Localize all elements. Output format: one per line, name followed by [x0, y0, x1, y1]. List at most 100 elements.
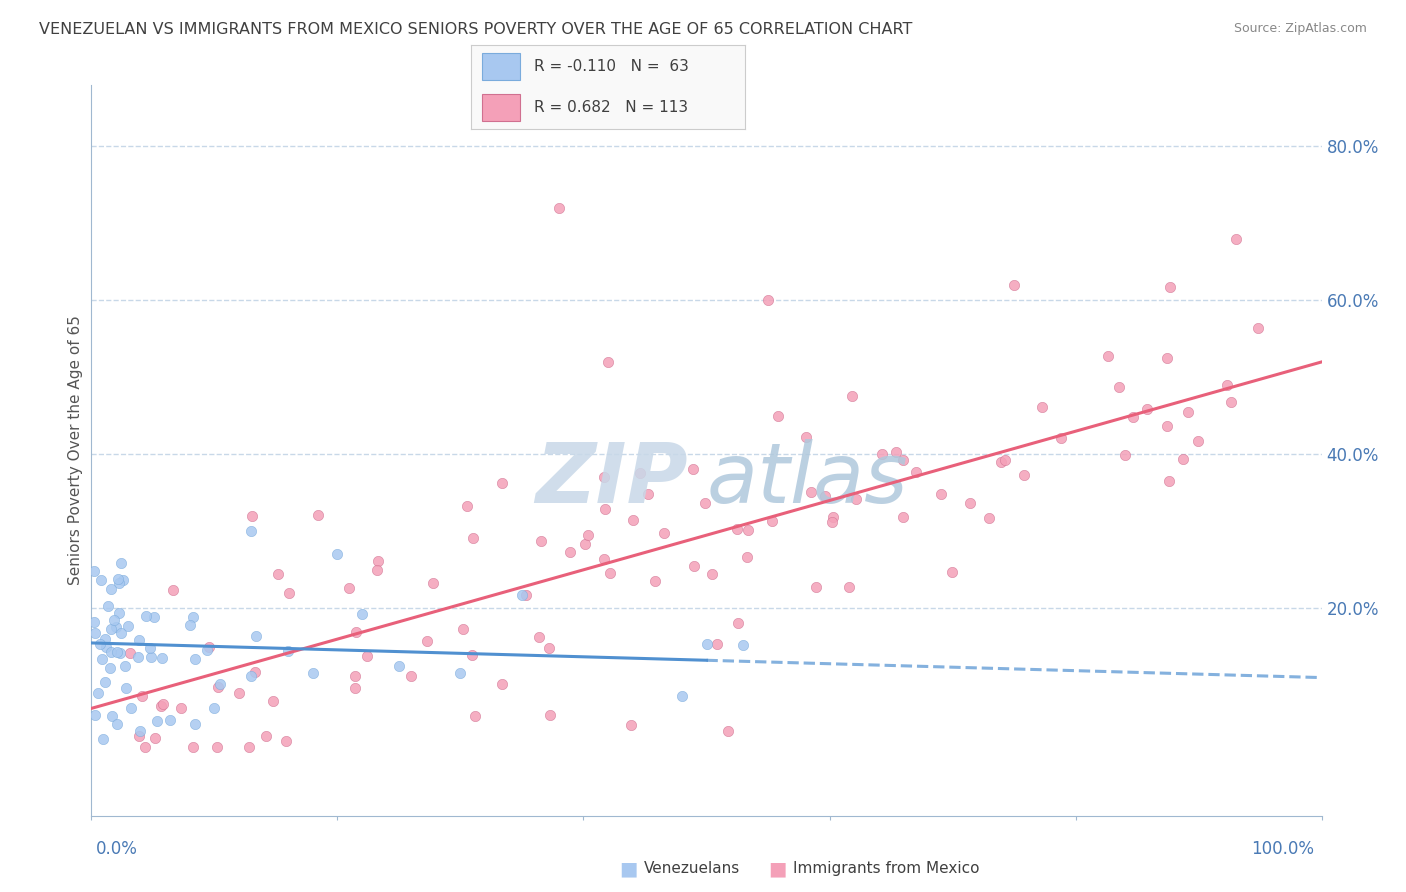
- Point: [706, 637, 728, 651]
- Point: [1002, 277, 1025, 292]
- Point: [838, 580, 860, 594]
- Point: [117, 619, 139, 633]
- Point: [183, 610, 205, 624]
- Point: [388, 659, 411, 673]
- Point: [143, 731, 166, 746]
- Point: [884, 444, 907, 458]
- Point: [134, 739, 156, 754]
- Point: [620, 718, 643, 732]
- Point: [245, 629, 267, 643]
- Point: [990, 455, 1012, 469]
- Point: [135, 609, 157, 624]
- Point: [205, 739, 228, 754]
- Point: [1220, 394, 1243, 409]
- Point: [794, 430, 817, 444]
- Point: [152, 698, 174, 712]
- Point: [538, 708, 561, 723]
- Point: [103, 613, 125, 627]
- Point: [228, 686, 250, 700]
- Point: [267, 567, 290, 582]
- Point: [150, 698, 173, 713]
- Point: [366, 564, 388, 578]
- Point: [416, 633, 439, 648]
- Point: [207, 681, 229, 695]
- Point: [806, 580, 828, 594]
- Point: [461, 531, 484, 545]
- Point: [352, 607, 374, 621]
- Point: [343, 681, 366, 695]
- Point: [637, 486, 659, 500]
- Point: [530, 533, 553, 548]
- Point: [141, 649, 163, 664]
- Point: [277, 644, 299, 658]
- Point: [100, 645, 122, 659]
- Text: Venezuelans: Venezuelans: [644, 862, 740, 876]
- Point: [240, 524, 263, 539]
- Point: [94, 640, 117, 655]
- Point: [814, 489, 837, 503]
- Point: [344, 624, 367, 639]
- Point: [262, 694, 284, 708]
- Point: [181, 739, 204, 754]
- Point: [929, 487, 952, 501]
- Point: [98, 661, 121, 675]
- Point: [100, 623, 122, 637]
- Point: [682, 461, 704, 475]
- Point: [537, 641, 560, 656]
- Point: [112, 574, 135, 588]
- Point: [761, 514, 783, 528]
- Point: [110, 646, 132, 660]
- Point: [491, 676, 513, 690]
- Point: [560, 545, 582, 559]
- Point: [727, 616, 749, 631]
- Point: [254, 730, 277, 744]
- Point: [891, 453, 914, 467]
- Point: [89, 637, 111, 651]
- Point: [150, 651, 173, 665]
- Point: [451, 622, 474, 636]
- Point: [94, 675, 117, 690]
- Point: [240, 508, 263, 523]
- Point: [422, 575, 444, 590]
- Point: [628, 466, 651, 480]
- Point: [86, 686, 108, 700]
- Point: [1122, 410, 1144, 425]
- Text: Immigrants from Mexico: Immigrants from Mexico: [793, 862, 980, 876]
- Point: [717, 724, 740, 739]
- Point: [105, 620, 128, 634]
- Point: [644, 574, 666, 588]
- Point: [128, 632, 150, 647]
- Point: [339, 581, 361, 595]
- Point: [574, 537, 596, 551]
- Bar: [482, 94, 520, 120]
- Point: [83, 708, 105, 723]
- Point: [238, 739, 260, 754]
- Point: [240, 669, 263, 683]
- Point: [1014, 468, 1036, 483]
- Point: [138, 640, 160, 655]
- Text: ■: ■: [768, 859, 787, 879]
- Text: 0.0%: 0.0%: [96, 840, 138, 858]
- Point: [344, 669, 367, 683]
- Text: ZIP: ZIP: [536, 439, 688, 520]
- Point: [90, 573, 112, 587]
- Point: [107, 575, 129, 590]
- Point: [91, 732, 114, 747]
- Point: [841, 389, 863, 403]
- Point: [198, 640, 221, 654]
- Point: [143, 610, 166, 624]
- Text: R = 0.682   N = 113: R = 0.682 N = 113: [534, 100, 688, 115]
- Point: [100, 582, 122, 596]
- Point: [941, 565, 963, 579]
- Point: [823, 510, 845, 524]
- Point: [1136, 401, 1159, 416]
- Point: [1187, 434, 1209, 449]
- Point: [994, 453, 1017, 467]
- Point: [83, 564, 105, 578]
- Point: [870, 447, 893, 461]
- Text: Source: ZipAtlas.com: Source: ZipAtlas.com: [1233, 22, 1367, 36]
- Point: [202, 700, 225, 714]
- Point: [756, 293, 779, 308]
- Point: [1216, 378, 1239, 392]
- Point: [671, 689, 693, 703]
